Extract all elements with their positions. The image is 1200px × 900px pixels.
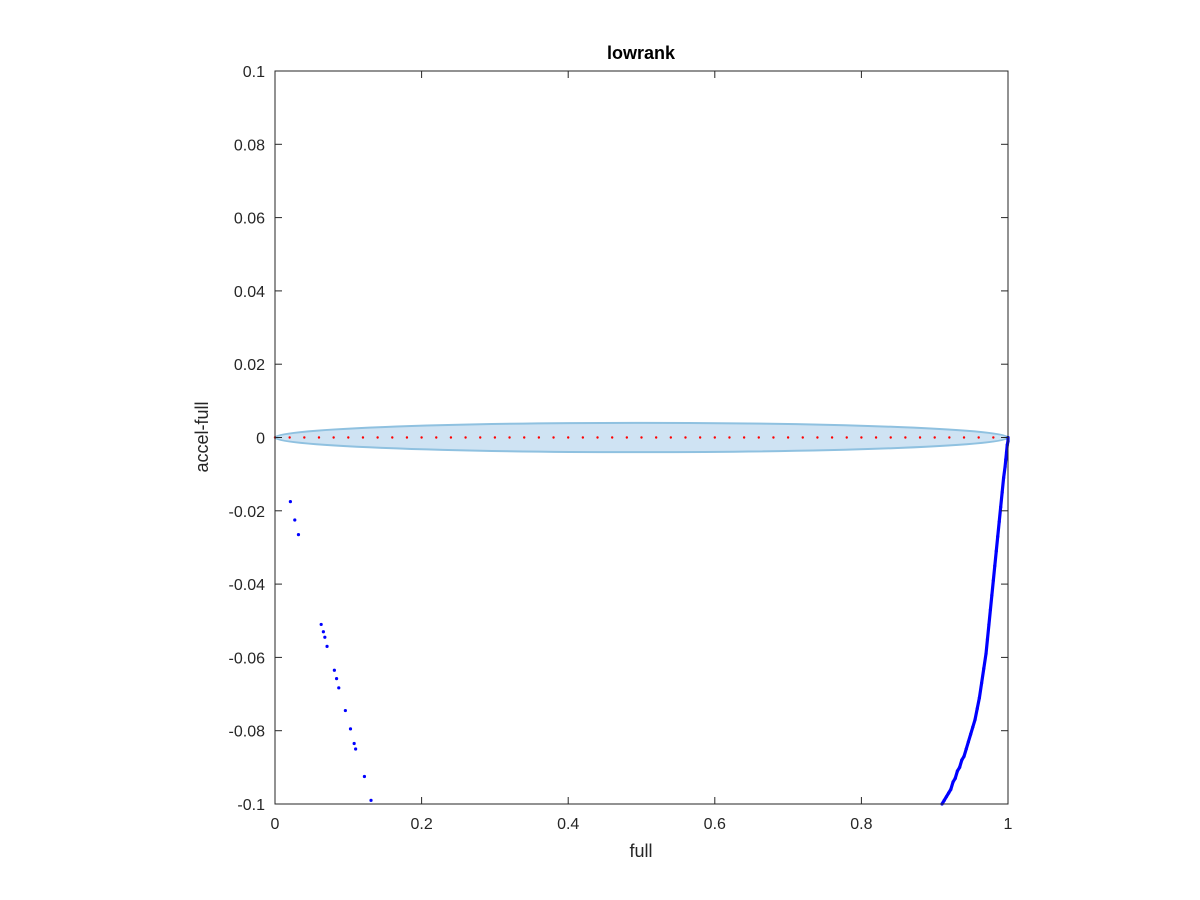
data-point bbox=[362, 774, 367, 779]
reference-point bbox=[610, 436, 614, 439]
axes-box bbox=[274, 70, 1009, 805]
reference-point bbox=[962, 436, 966, 439]
reference-point bbox=[977, 436, 980, 439]
reference-point bbox=[361, 436, 365, 439]
reference-point bbox=[537, 436, 541, 439]
y-tick-label: -0.08 bbox=[229, 724, 266, 741]
reference-point bbox=[435, 436, 438, 439]
x-tick-label: 0.8 bbox=[850, 816, 872, 833]
y-tick-label: 0 bbox=[256, 431, 265, 448]
reference-point bbox=[830, 436, 834, 439]
reference-point bbox=[742, 436, 746, 439]
y-axis-label: accel-full bbox=[192, 401, 212, 472]
reference-point bbox=[874, 436, 878, 439]
reference-point bbox=[552, 436, 555, 439]
data-point bbox=[334, 677, 339, 681]
reference-point bbox=[933, 436, 936, 439]
reference-point bbox=[405, 436, 409, 439]
x-tick-label: 0.2 bbox=[410, 816, 432, 833]
y-tick-label: 0.1 bbox=[243, 64, 265, 81]
data-point bbox=[348, 727, 353, 731]
reference-point bbox=[391, 436, 394, 439]
data-point bbox=[343, 708, 347, 713]
data-point bbox=[369, 798, 373, 802]
reference-point bbox=[347, 436, 350, 439]
reference-point bbox=[889, 436, 892, 439]
y-tick-label: 0.02 bbox=[234, 357, 265, 374]
y-tick-label: -0.04 bbox=[229, 577, 266, 594]
data-point bbox=[325, 644, 329, 649]
x-tick-label: 0 bbox=[271, 816, 280, 833]
reference-point bbox=[449, 436, 453, 439]
data-point bbox=[323, 635, 327, 639]
reference-point bbox=[948, 436, 951, 439]
reference-point bbox=[845, 436, 848, 439]
reference-point bbox=[772, 436, 775, 439]
reference-point bbox=[992, 436, 995, 439]
data-point bbox=[332, 668, 336, 672]
data-point bbox=[321, 630, 325, 634]
reference-point bbox=[317, 436, 321, 439]
data-point-band bbox=[940, 437, 1010, 805]
data-point bbox=[352, 741, 356, 746]
y-tick-label: -0.02 bbox=[229, 504, 266, 521]
reference-point bbox=[376, 436, 379, 439]
data-point bbox=[354, 747, 358, 751]
chart-title: lowrank bbox=[607, 43, 676, 63]
reference-point bbox=[523, 436, 526, 439]
y-tick-label: -0.1 bbox=[237, 797, 265, 814]
y-tick-label: 0.04 bbox=[234, 284, 265, 301]
reference-point bbox=[332, 436, 335, 439]
x-tick-label: 0.4 bbox=[557, 816, 579, 833]
reference-point bbox=[904, 436, 907, 439]
reference-point bbox=[801, 436, 804, 439]
reference-point bbox=[816, 436, 819, 439]
reference-point bbox=[786, 436, 790, 439]
y-tick-label: 0.08 bbox=[234, 137, 265, 154]
data-point bbox=[293, 518, 297, 522]
reference-point bbox=[625, 436, 629, 439]
reference-point bbox=[698, 436, 702, 439]
reference-point bbox=[669, 436, 673, 439]
reference-point bbox=[420, 436, 423, 439]
reference-point bbox=[581, 436, 585, 439]
reference-point bbox=[567, 436, 570, 439]
x-tick-label: 0.6 bbox=[704, 816, 726, 833]
reference-point bbox=[728, 436, 731, 439]
reference-point bbox=[508, 436, 511, 439]
reference-point bbox=[288, 436, 291, 439]
reference-point bbox=[757, 436, 760, 439]
plot-area bbox=[273, 421, 1010, 806]
x-axis-label: full bbox=[629, 841, 652, 861]
reference-point bbox=[640, 436, 643, 439]
reference-point bbox=[479, 436, 482, 439]
data-point bbox=[319, 622, 323, 627]
reference-point bbox=[493, 436, 497, 439]
data-point bbox=[296, 533, 301, 537]
axis-ticks: 0 0.2 0.4 0.6 0.8 1 0.1 0.08 0.06 0.04 0.02 0 -0.02 -… bbox=[229, 64, 1013, 833]
data-point bbox=[288, 500, 292, 504]
reference-point bbox=[596, 436, 599, 439]
reference-point bbox=[684, 436, 687, 439]
data-point bbox=[337, 686, 341, 690]
x-tick-label: 1 bbox=[1004, 816, 1013, 833]
reference-point bbox=[713, 436, 716, 439]
y-tick-label: -0.06 bbox=[229, 650, 266, 667]
reference-point bbox=[303, 436, 306, 439]
reference-point bbox=[860, 436, 863, 439]
reference-point bbox=[654, 436, 658, 439]
reference-point bbox=[918, 436, 922, 439]
reference-point bbox=[464, 436, 467, 439]
y-tick-label: 0.06 bbox=[234, 211, 265, 228]
